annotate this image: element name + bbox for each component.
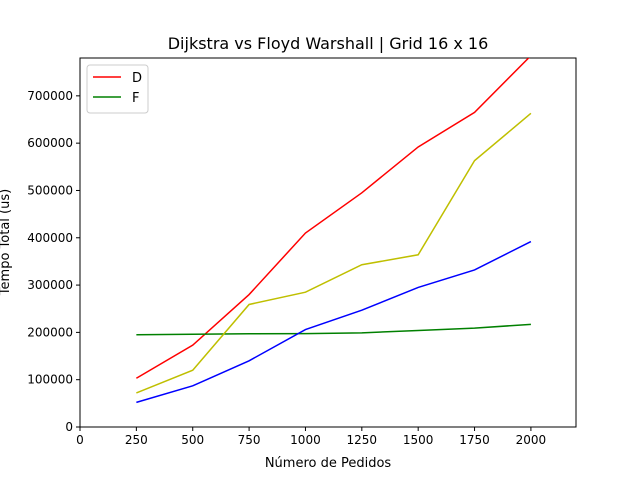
- x-axis-label: Número de Pedidos: [265, 456, 392, 471]
- series-line-f: [136, 323, 531, 336]
- x-tick-label: 1750: [459, 433, 490, 447]
- series-line-3: [136, 112, 532, 394]
- x-tick-label: 1000: [290, 433, 321, 447]
- y-tick-label: 400000: [27, 231, 73, 245]
- plot-area: 0 250 500 750 1000 1250 1500 1750 2000 0 100000 200…: [27, 57, 577, 447]
- series-line-d: [135, 58, 530, 379]
- series-line-4: [136, 240, 532, 404]
- chart-title: Dijkstra vs Floyd Warshall | Grid 16 x 1…: [168, 34, 489, 53]
- y-tick-label: 500000: [27, 183, 73, 197]
- x-tick-label: 0: [76, 433, 84, 447]
- y-tick-label: 100000: [27, 373, 73, 387]
- axes-frame: [79, 57, 577, 428]
- legend-label: D: [132, 71, 142, 86]
- x-tick-label: 1500: [403, 433, 434, 447]
- y-tick-label: 600000: [27, 136, 73, 150]
- y-tick-label: 0: [65, 420, 73, 434]
- y-tick-label: 300000: [27, 278, 73, 292]
- legend: DF: [86, 64, 149, 114]
- y-axis-label: Tempo Total (us): [0, 189, 13, 296]
- x-tick-label: 500: [181, 433, 204, 447]
- x-tick-label: 2000: [516, 433, 547, 447]
- y-tick-label: 700000: [27, 89, 73, 103]
- x-tick-label: 1250: [347, 433, 378, 447]
- x-tick-label: 750: [238, 433, 261, 447]
- y-tick-label: 200000: [27, 325, 73, 339]
- legend-label: F: [132, 91, 139, 106]
- x-tick-label: 250: [125, 433, 148, 447]
